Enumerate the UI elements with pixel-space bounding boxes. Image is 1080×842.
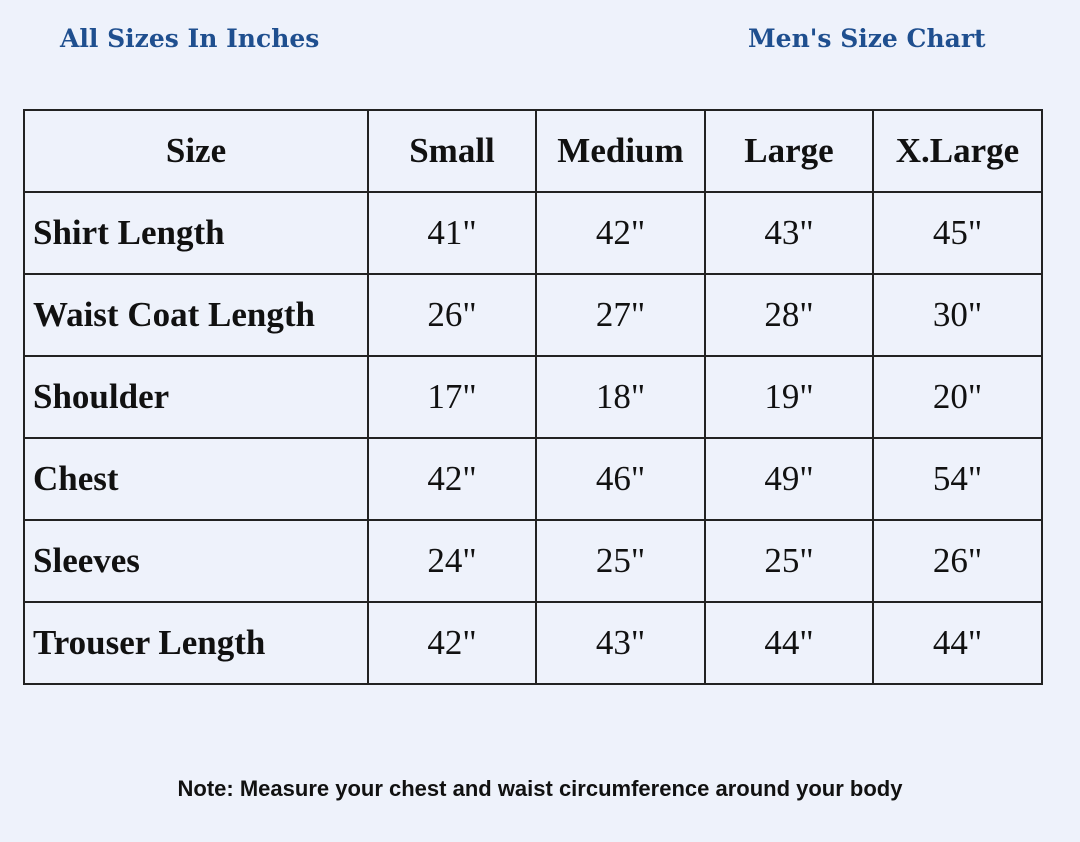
table-row: Shoulder 17" 18" 19" 20": [23, 355, 1043, 439]
row-label: Sleeves: [23, 519, 369, 603]
cell: 43": [535, 601, 706, 685]
cell: 45": [872, 191, 1043, 275]
header-left: All Sizes In Inches: [60, 24, 320, 53]
table-row: Sleeves 24" 25" 25" 26": [23, 519, 1043, 603]
cell: 30": [872, 273, 1043, 357]
header-row: Size Small Medium Large X.Large: [23, 109, 1043, 193]
cell: 46": [535, 437, 706, 521]
column-header: Medium: [535, 109, 706, 193]
cell: 41": [367, 191, 537, 275]
table-row: Waist Coat Length 26" 27" 28" 30": [23, 273, 1043, 357]
column-header: Size: [23, 109, 369, 193]
note: Note: Measure your chest and waist circu…: [177, 776, 903, 801]
table-row: Shirt Length 41" 42" 43" 45": [23, 191, 1043, 275]
column-header: Large: [704, 109, 874, 193]
cell: 49": [704, 437, 874, 521]
cell: 54": [872, 437, 1043, 521]
cell: 44": [704, 601, 874, 685]
cell: 19": [704, 355, 874, 439]
cell: 26": [367, 273, 537, 357]
column-header: X.Large: [872, 109, 1043, 193]
cell: 42": [535, 191, 706, 275]
row-label: Chest: [23, 437, 369, 521]
table-row: Trouser Length 42" 43" 44" 44": [23, 601, 1043, 685]
cell: 42": [367, 437, 537, 521]
cell: 20": [872, 355, 1043, 439]
row-label: Trouser Length: [23, 601, 369, 685]
cell: 44": [872, 601, 1043, 685]
cell: 18": [535, 355, 706, 439]
cell: 42": [367, 601, 537, 685]
cell: 26": [872, 519, 1043, 603]
column-header: Small: [367, 109, 537, 193]
cell: 25": [535, 519, 706, 603]
cell: 28": [704, 273, 874, 357]
cell: 25": [704, 519, 874, 603]
header-right: Men's Size Chart: [748, 24, 986, 53]
row-label: Waist Coat Length: [23, 273, 369, 357]
cell: 43": [704, 191, 874, 275]
size-table: Size Small Medium Large X.Large Shirt Length 4…: [23, 109, 1043, 685]
row-label: Shirt Length: [23, 191, 369, 275]
row-label: Shoulder: [23, 355, 369, 439]
cell: 17": [367, 355, 537, 439]
table-row: Chest 42" 46" 49" 54": [23, 437, 1043, 521]
cell: 27": [535, 273, 706, 357]
cell: 24": [367, 519, 537, 603]
